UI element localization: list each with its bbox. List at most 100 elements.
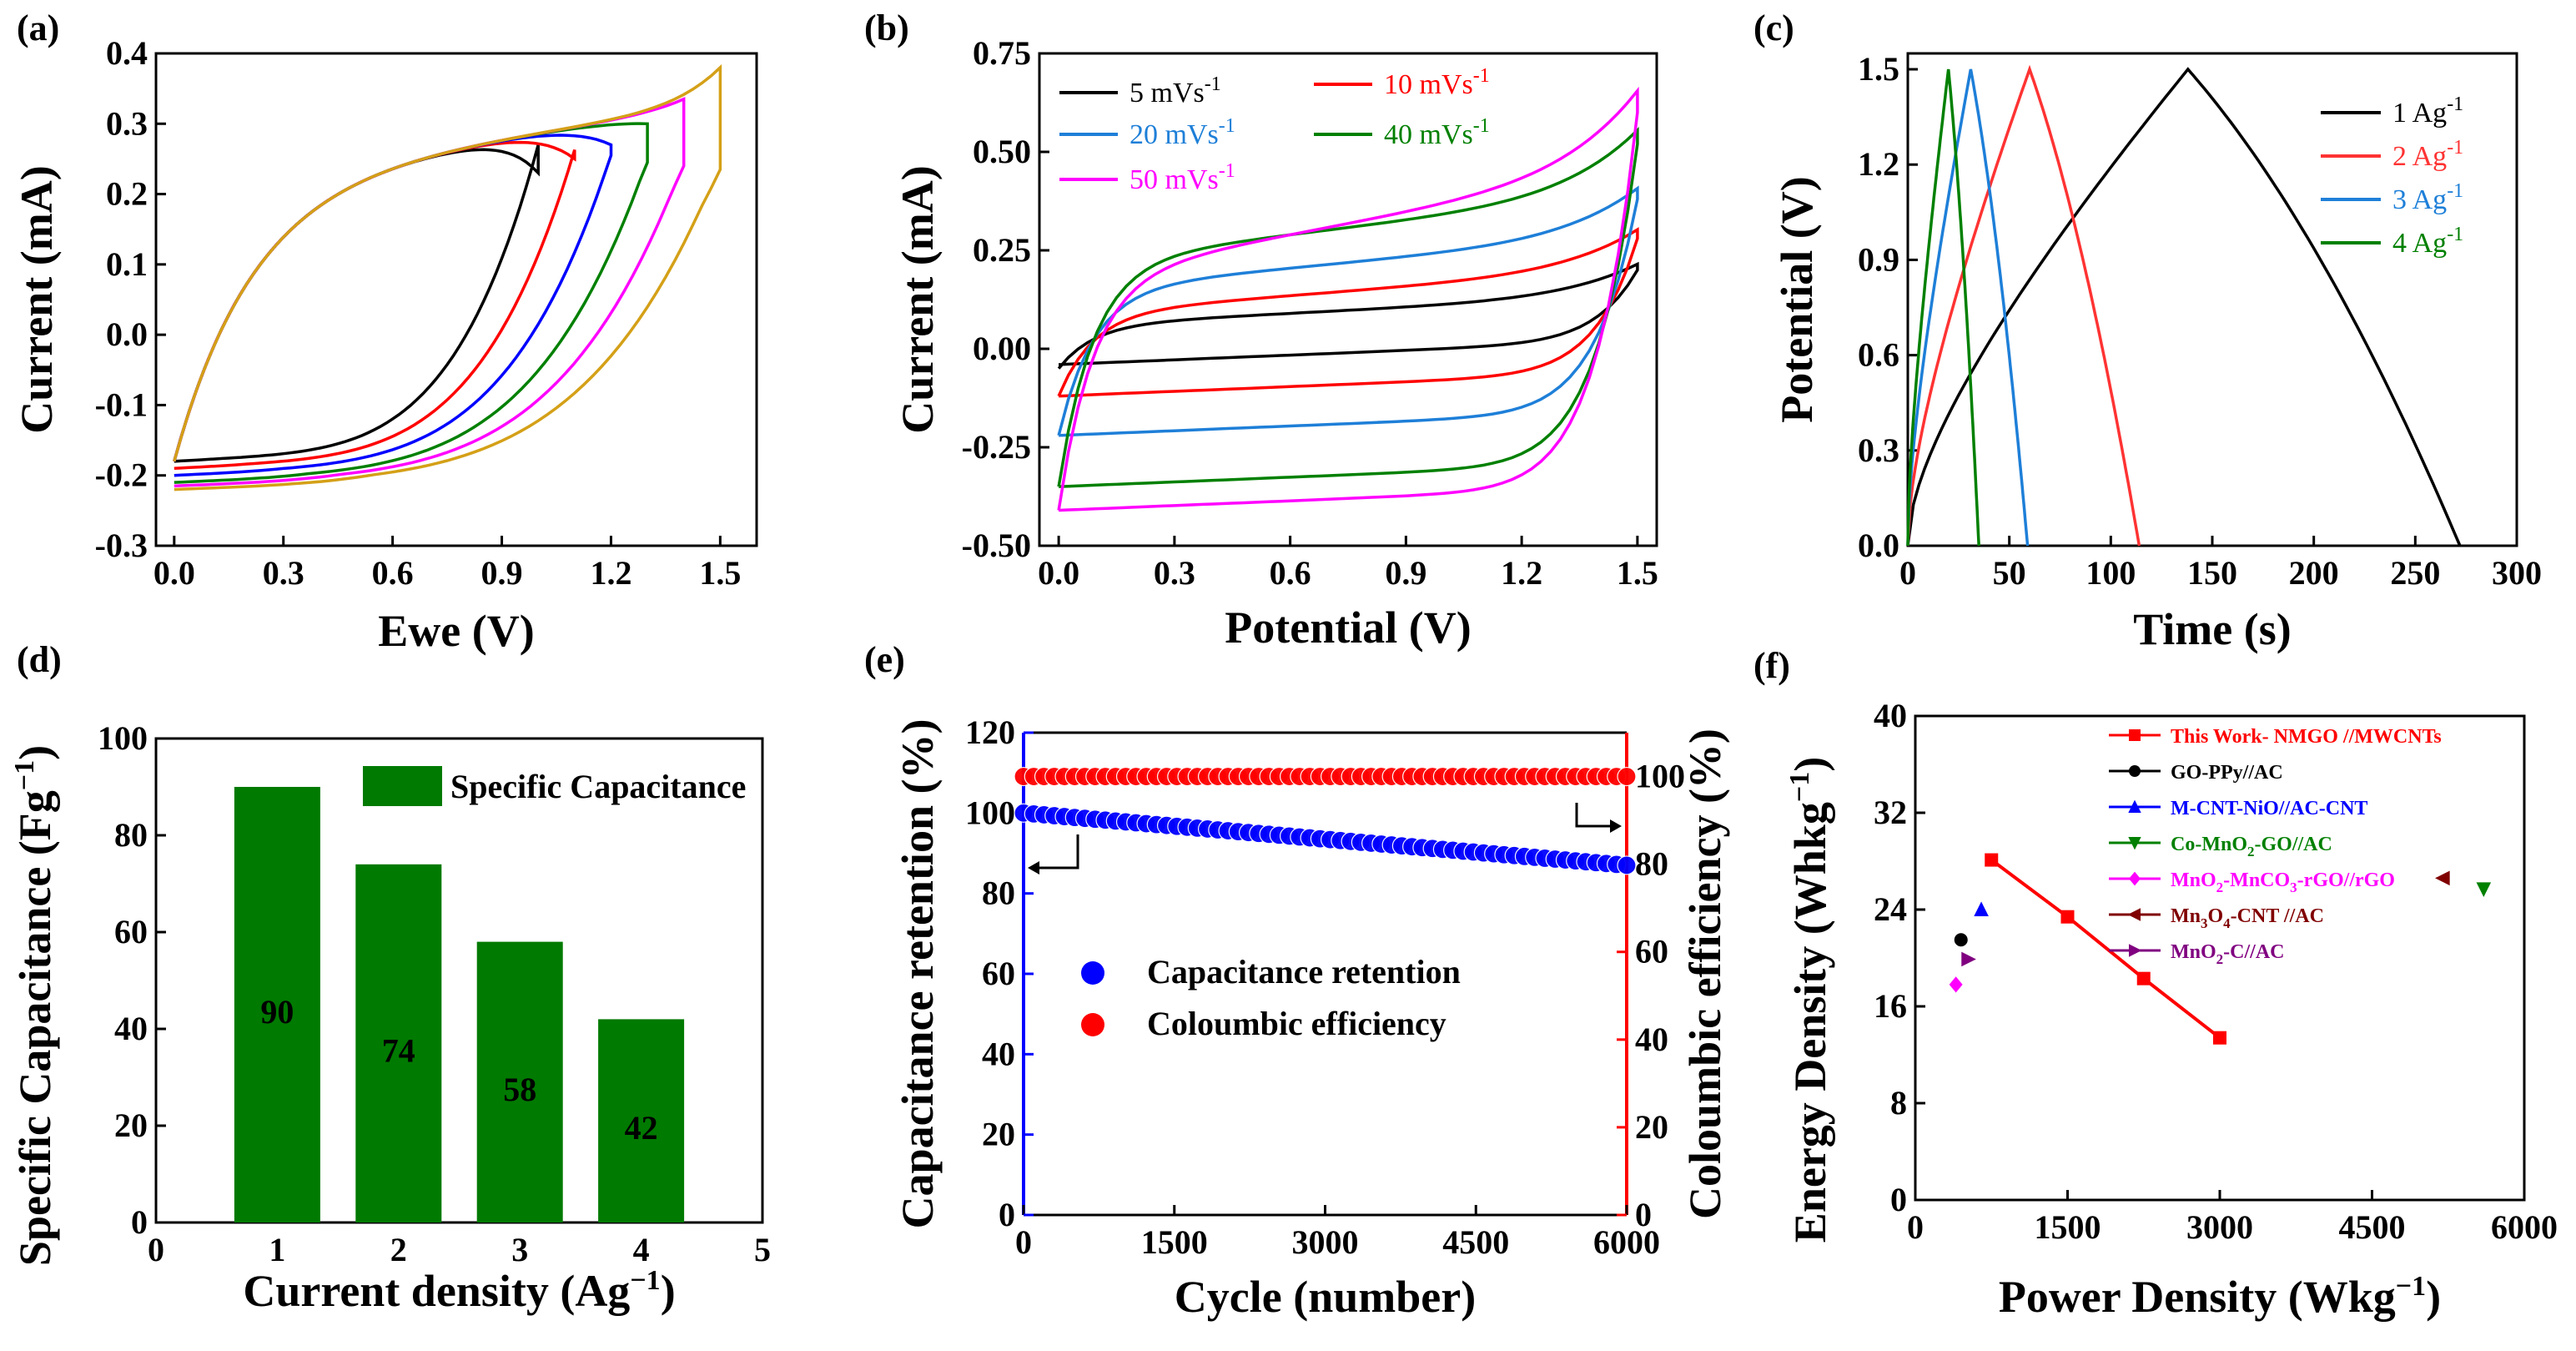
x-tick-label: 3 bbox=[511, 1231, 528, 1268]
bar bbox=[598, 1019, 685, 1222]
x-tick-label: 100 bbox=[2085, 554, 2136, 592]
x-tick-label: 150 bbox=[2187, 554, 2237, 592]
y-tick-label: 60 bbox=[114, 913, 148, 950]
x-tick-label: 1 bbox=[269, 1231, 285, 1268]
panel-d-capacitance-bars: 0 1 2 3 4 5 0 20 40 60 80 100 90 74 58 42 Specific Capac… bbox=[9, 719, 771, 1316]
x-axis-label: Time (s) bbox=[2133, 604, 2291, 654]
y-tick-label: 120 bbox=[965, 713, 1015, 751]
y-tick-label: 80 bbox=[982, 875, 1015, 912]
legend-item: 1 Ag-1 bbox=[2392, 93, 2463, 129]
x-tick-label: 0.9 bbox=[1385, 554, 1426, 592]
right-axis-arrow bbox=[1575, 803, 1617, 828]
data-point bbox=[1974, 901, 1989, 916]
legend-item: 5 mVs-1 bbox=[1130, 73, 1221, 108]
x-axis-label: Potential (V) bbox=[1225, 602, 1471, 653]
x-tick-label: 1500 bbox=[2035, 1208, 2101, 1246]
y-tick-label: 0.9 bbox=[1858, 240, 1899, 278]
legend-item: 20 mVs-1 bbox=[1130, 115, 1235, 150]
gcd-curve bbox=[1906, 68, 2030, 547]
y-tick-label: 40 bbox=[1874, 697, 1907, 734]
cv-curve bbox=[173, 134, 613, 477]
y-tick-label: 20 bbox=[114, 1107, 148, 1144]
legend-label: GO-PPy//AC bbox=[2171, 762, 2283, 784]
y2-tick-label: 0 bbox=[1635, 1196, 1652, 1233]
legend-label: This Work- NMGO //MWCNTs bbox=[2171, 726, 2442, 748]
y-tick-label: 8 bbox=[1890, 1084, 1907, 1122]
y-axis-label: Energy Density (Whkg−1) bbox=[1784, 757, 1835, 1243]
x-tick-label: 1.5 bbox=[1617, 554, 1658, 592]
plot-frame bbox=[154, 737, 764, 1224]
y-tick-label: 40 bbox=[114, 1010, 148, 1047]
y-tick-label: 0 bbox=[999, 1196, 1015, 1233]
y-tick-label: -0.50 bbox=[962, 527, 1031, 564]
x-tick-label: 4500 bbox=[2339, 1208, 2406, 1246]
panel-c-gcd-curves: 0 50 100 150 200 250 300 0.0 0.3 0.6 0.9 1.2 1.5 1 Ag… bbox=[1772, 50, 2542, 654]
x-tick-label: 0.6 bbox=[372, 554, 414, 592]
y-tick-label: 24 bbox=[1874, 890, 1907, 928]
y-tick-label: -0.2 bbox=[95, 456, 148, 494]
bar-data-label: 42 bbox=[625, 1109, 658, 1147]
panel-letter: (c) bbox=[1753, 8, 1794, 48]
y-tick-label: 0.0 bbox=[1858, 527, 1899, 564]
legend-marker bbox=[2129, 765, 2141, 777]
legend-marker bbox=[2128, 837, 2141, 850]
bar-data-label: 90 bbox=[260, 993, 294, 1031]
y-tick-label: 0.1 bbox=[106, 245, 148, 283]
data-point bbox=[1617, 766, 1637, 787]
bar-data-label: 74 bbox=[382, 1031, 415, 1069]
x-tick-label: 0 bbox=[1015, 1223, 1032, 1261]
y-tick-label: 20 bbox=[982, 1116, 1015, 1153]
x-tick-label: 200 bbox=[2289, 554, 2339, 592]
panel-letter: (d) bbox=[17, 639, 62, 680]
y-tick-label: 0.4 bbox=[106, 34, 148, 72]
y2-tick-label: 100 bbox=[1635, 758, 1685, 795]
legend-marker bbox=[2129, 871, 2141, 886]
data-point bbox=[2136, 971, 2151, 986]
legend-label: Mn3O4-CNT //AC bbox=[2171, 905, 2324, 931]
y-tick-label: 0.2 bbox=[106, 175, 148, 213]
y-tick-label: 0.6 bbox=[1858, 336, 1899, 374]
legend-marker bbox=[1081, 961, 1104, 985]
y-axis-label: Current (mA) bbox=[12, 165, 62, 433]
data-point bbox=[1949, 976, 1963, 993]
legend-item: 50 mVs-1 bbox=[1130, 160, 1235, 195]
x-tick-label: 1500 bbox=[1141, 1223, 1208, 1261]
cv-curve bbox=[173, 63, 722, 492]
y-tick-label: 1.5 bbox=[1858, 50, 1899, 88]
data-point bbox=[1954, 933, 1968, 947]
x-tick-label: 0 bbox=[148, 1231, 164, 1268]
y-tick-label: 100 bbox=[965, 794, 1015, 831]
legend-label: Coloumbic efficiency bbox=[1147, 1005, 1446, 1042]
left-axis-arrow bbox=[1033, 834, 1079, 870]
y-tick-label: 1.2 bbox=[1858, 145, 1899, 183]
y2-axis-label: Coloumbic efficiency (%) bbox=[1680, 728, 1730, 1219]
panel-a-cv-potential-windows: 0.0 0.3 0.6 0.9 1.2 1.5 -0.3 -0.2 -0.1 0.0 0.1 0.2 0… bbox=[12, 34, 758, 656]
data-point bbox=[1985, 853, 1999, 867]
x-tick-label: 0.9 bbox=[481, 554, 523, 592]
y-tick-label: 0.00 bbox=[973, 330, 1031, 367]
y-tick-label: 0 bbox=[131, 1203, 148, 1241]
legend-marker bbox=[2129, 944, 2142, 957]
y2-tick-label: 80 bbox=[1635, 845, 1668, 883]
gcd-curve bbox=[1906, 68, 1980, 547]
x-tick-label: 2 bbox=[390, 1231, 407, 1268]
data-point bbox=[2060, 910, 2075, 924]
y-axis-label: Specific Capacitance (Fg−1) bbox=[9, 745, 60, 1266]
left-axis-arrowhead bbox=[1028, 861, 1039, 875]
y2-tick-label: 60 bbox=[1635, 933, 1668, 970]
y-tick-label: 16 bbox=[1874, 987, 1907, 1025]
legend-label: Capacitance retention bbox=[1147, 953, 1461, 991]
right-axis-arrowhead bbox=[1610, 819, 1622, 833]
cv-curve bbox=[1057, 185, 1639, 437]
cv-curve bbox=[173, 144, 540, 463]
y2-tick-label: 20 bbox=[1635, 1108, 1668, 1146]
cv-curve bbox=[1057, 227, 1639, 398]
y-tick-label: 0.3 bbox=[1858, 431, 1899, 469]
data-point bbox=[2476, 882, 2492, 897]
legend-label: Co-MnO2-GO//AC bbox=[2171, 834, 2332, 859]
legend-marker bbox=[2129, 729, 2141, 741]
gcd-curve bbox=[1906, 67, 2462, 547]
y-tick-label: 0 bbox=[1890, 1181, 1907, 1218]
bar bbox=[234, 787, 320, 1222]
legend-label: MnO2-MnCO3-rGO//rGO bbox=[2171, 870, 2395, 895]
